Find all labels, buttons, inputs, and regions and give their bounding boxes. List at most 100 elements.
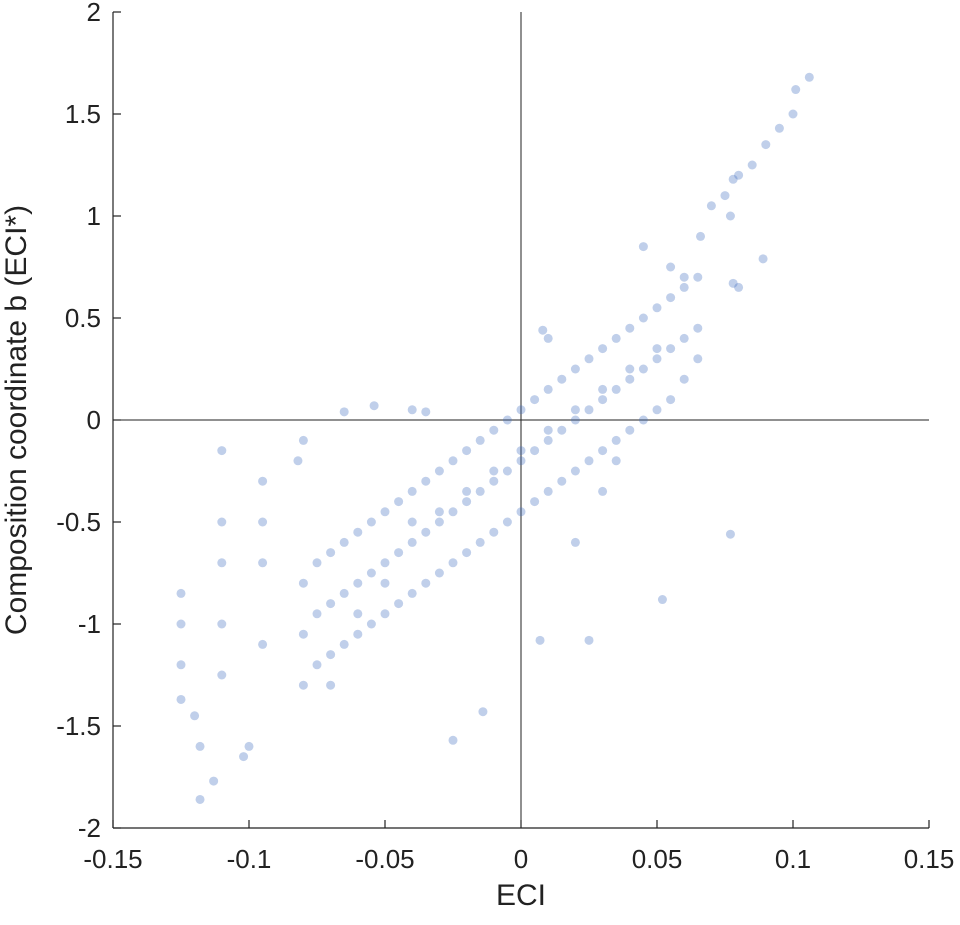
point [421, 407, 431, 417]
point [543, 435, 553, 445]
point [380, 507, 390, 517]
point [706, 201, 716, 211]
point [791, 85, 801, 95]
point [584, 456, 594, 466]
point [625, 364, 635, 374]
point [353, 609, 363, 619]
point [475, 486, 485, 496]
point [638, 313, 648, 323]
point [217, 446, 227, 456]
point [638, 364, 648, 374]
point [788, 109, 798, 119]
point [312, 558, 322, 568]
point [462, 446, 472, 456]
point [679, 333, 689, 343]
x-tick-label: 0.1 [775, 844, 811, 874]
point [421, 476, 431, 486]
point [502, 466, 512, 476]
point [448, 456, 458, 466]
point [195, 741, 205, 751]
point [570, 537, 580, 547]
point [557, 374, 567, 384]
point [611, 456, 621, 466]
point [516, 446, 526, 456]
x-tick-label: 0 [514, 844, 528, 874]
point [407, 588, 417, 598]
point [666, 344, 676, 354]
point [244, 741, 254, 751]
point [611, 384, 621, 394]
point [369, 401, 379, 411]
point [448, 558, 458, 568]
point [380, 609, 390, 619]
point [339, 639, 349, 649]
point [434, 507, 444, 517]
y-tick-label: -0.5 [56, 507, 101, 537]
point [570, 405, 580, 415]
point [298, 578, 308, 588]
x-tick-label: 0.15 [904, 844, 955, 874]
point [217, 619, 227, 629]
point [598, 384, 608, 394]
point [652, 344, 662, 354]
point [434, 568, 444, 578]
point [557, 476, 567, 486]
point [489, 527, 499, 537]
point [366, 568, 376, 578]
point [774, 123, 784, 133]
point [258, 639, 268, 649]
point [693, 354, 703, 364]
point [293, 456, 303, 466]
y-tick-label: 1.5 [65, 99, 101, 129]
point [666, 293, 676, 303]
point [421, 578, 431, 588]
point [489, 425, 499, 435]
point [761, 140, 771, 150]
point [298, 629, 308, 639]
point [570, 415, 580, 425]
point [258, 558, 268, 568]
point [725, 529, 735, 539]
point [217, 670, 227, 680]
point [804, 72, 814, 82]
point [353, 578, 363, 588]
point [638, 415, 648, 425]
point [538, 325, 548, 335]
y-tick-label: -1.5 [56, 711, 101, 741]
point [516, 456, 526, 466]
point [258, 476, 268, 486]
point [666, 262, 676, 272]
x-tick-label: 0.05 [632, 844, 683, 874]
point [421, 527, 431, 537]
point [611, 333, 621, 343]
point [475, 537, 485, 547]
point [693, 323, 703, 333]
point [326, 599, 336, 609]
point [543, 333, 553, 343]
point [570, 466, 580, 476]
y-tick-label: 2 [87, 0, 101, 27]
y-tick-label: -1 [78, 609, 101, 639]
point [407, 405, 417, 415]
point [543, 425, 553, 435]
point [176, 619, 186, 629]
point [176, 694, 186, 704]
point [434, 466, 444, 476]
point [720, 191, 730, 201]
point [747, 160, 757, 170]
point [209, 776, 219, 786]
point [625, 323, 635, 333]
point [326, 650, 336, 660]
point [598, 395, 608, 405]
point [625, 374, 635, 384]
point [394, 548, 404, 558]
y-tick-label: 0.5 [65, 303, 101, 333]
point [516, 507, 526, 517]
point [366, 619, 376, 629]
point [394, 599, 404, 609]
point [366, 517, 376, 527]
point [502, 415, 512, 425]
point [489, 466, 499, 476]
point [598, 446, 608, 456]
